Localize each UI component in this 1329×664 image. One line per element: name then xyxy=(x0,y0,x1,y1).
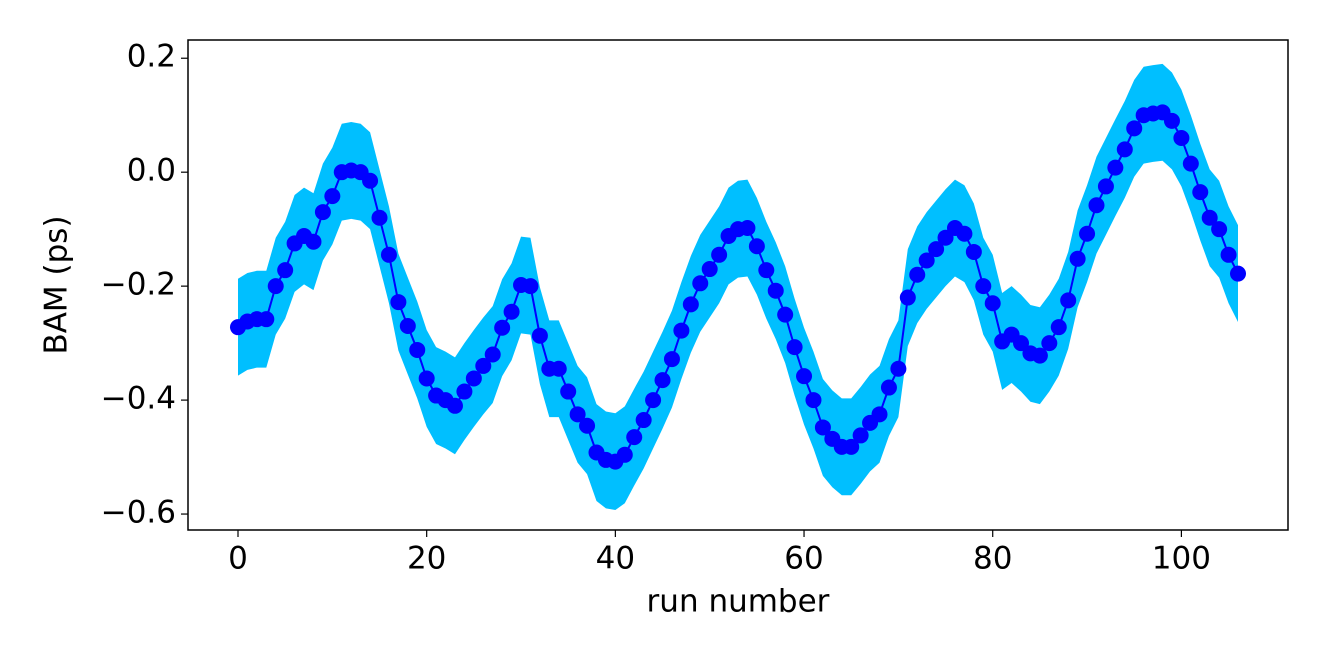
marker xyxy=(446,397,463,414)
marker xyxy=(814,419,831,436)
marker xyxy=(314,204,331,221)
plot-frame xyxy=(187,39,1289,531)
marker xyxy=(277,262,294,279)
marker xyxy=(418,370,435,387)
marker xyxy=(362,172,379,189)
marker xyxy=(975,278,992,295)
marker xyxy=(767,282,784,299)
marker xyxy=(965,243,982,260)
marker xyxy=(928,241,945,258)
x-tick-label: 80 xyxy=(973,541,1012,577)
marker xyxy=(1220,246,1237,263)
x-tick-label: 20 xyxy=(407,541,446,577)
marker xyxy=(871,406,888,423)
marker xyxy=(890,360,907,377)
marker xyxy=(1116,141,1133,158)
marker xyxy=(371,209,388,226)
marker xyxy=(305,233,322,250)
marker xyxy=(456,383,473,400)
marker xyxy=(682,296,699,313)
x-tick-label: 0 xyxy=(228,541,248,577)
marker xyxy=(739,220,756,237)
marker xyxy=(531,327,548,344)
y-tick-label: −0.6 xyxy=(101,495,176,531)
marker xyxy=(579,417,596,434)
marker xyxy=(1031,347,1048,364)
x-tick-label: 60 xyxy=(784,541,823,577)
marker xyxy=(673,322,690,339)
marker xyxy=(399,318,416,335)
marker xyxy=(1088,197,1105,214)
marker xyxy=(1079,225,1096,242)
marker xyxy=(909,266,926,283)
marker xyxy=(711,246,728,263)
marker xyxy=(1126,120,1143,137)
marker xyxy=(522,278,539,295)
marker xyxy=(1050,319,1067,336)
marker xyxy=(380,246,397,263)
marker xyxy=(1182,155,1199,172)
marker xyxy=(409,341,426,358)
marker xyxy=(1163,112,1180,129)
marker xyxy=(1192,184,1209,201)
marker xyxy=(852,427,869,444)
marker xyxy=(786,339,803,356)
marker xyxy=(899,289,916,306)
marker xyxy=(1060,292,1077,309)
marker xyxy=(805,392,822,409)
marker xyxy=(550,360,567,377)
marker xyxy=(796,368,813,385)
marker xyxy=(267,278,284,295)
y-axis-label: BAM (ps) xyxy=(39,215,75,354)
x-tick-label: 40 xyxy=(596,541,635,577)
marker xyxy=(324,188,341,205)
marker xyxy=(569,406,586,423)
y-tick-label: −0.2 xyxy=(101,267,176,303)
y-tick-label: −0.4 xyxy=(101,381,176,417)
marker xyxy=(918,252,935,269)
marker xyxy=(1069,250,1086,267)
y-tick-label: 0.2 xyxy=(127,39,176,75)
marker xyxy=(1097,178,1114,195)
marker xyxy=(1211,221,1228,238)
marker xyxy=(1041,335,1058,352)
marker xyxy=(560,383,577,400)
marker xyxy=(758,262,775,279)
marker xyxy=(465,370,482,387)
marker xyxy=(390,294,407,311)
marker xyxy=(258,311,275,328)
marker xyxy=(692,275,709,292)
marker xyxy=(701,261,718,278)
marker xyxy=(494,319,511,336)
marker xyxy=(1201,209,1218,226)
marker xyxy=(1013,335,1030,352)
marker xyxy=(645,392,662,409)
marker xyxy=(748,238,765,255)
marker xyxy=(663,351,680,368)
marker xyxy=(1173,130,1190,146)
marker xyxy=(475,357,492,374)
marker xyxy=(1230,265,1246,282)
marker xyxy=(626,429,643,446)
marker xyxy=(635,412,652,429)
marker xyxy=(956,225,973,242)
error-band xyxy=(238,63,1238,511)
marker xyxy=(777,306,794,323)
marker xyxy=(616,446,633,463)
x-axis-label: run number xyxy=(647,584,830,620)
x-tick-label: 100 xyxy=(1152,541,1211,577)
y-tick-label: 0.0 xyxy=(127,153,176,189)
marker xyxy=(1107,159,1124,176)
marker xyxy=(654,372,671,389)
marker xyxy=(984,295,1001,312)
marker xyxy=(503,303,520,320)
marker xyxy=(880,379,897,396)
marker xyxy=(484,346,501,363)
marker xyxy=(843,438,860,455)
